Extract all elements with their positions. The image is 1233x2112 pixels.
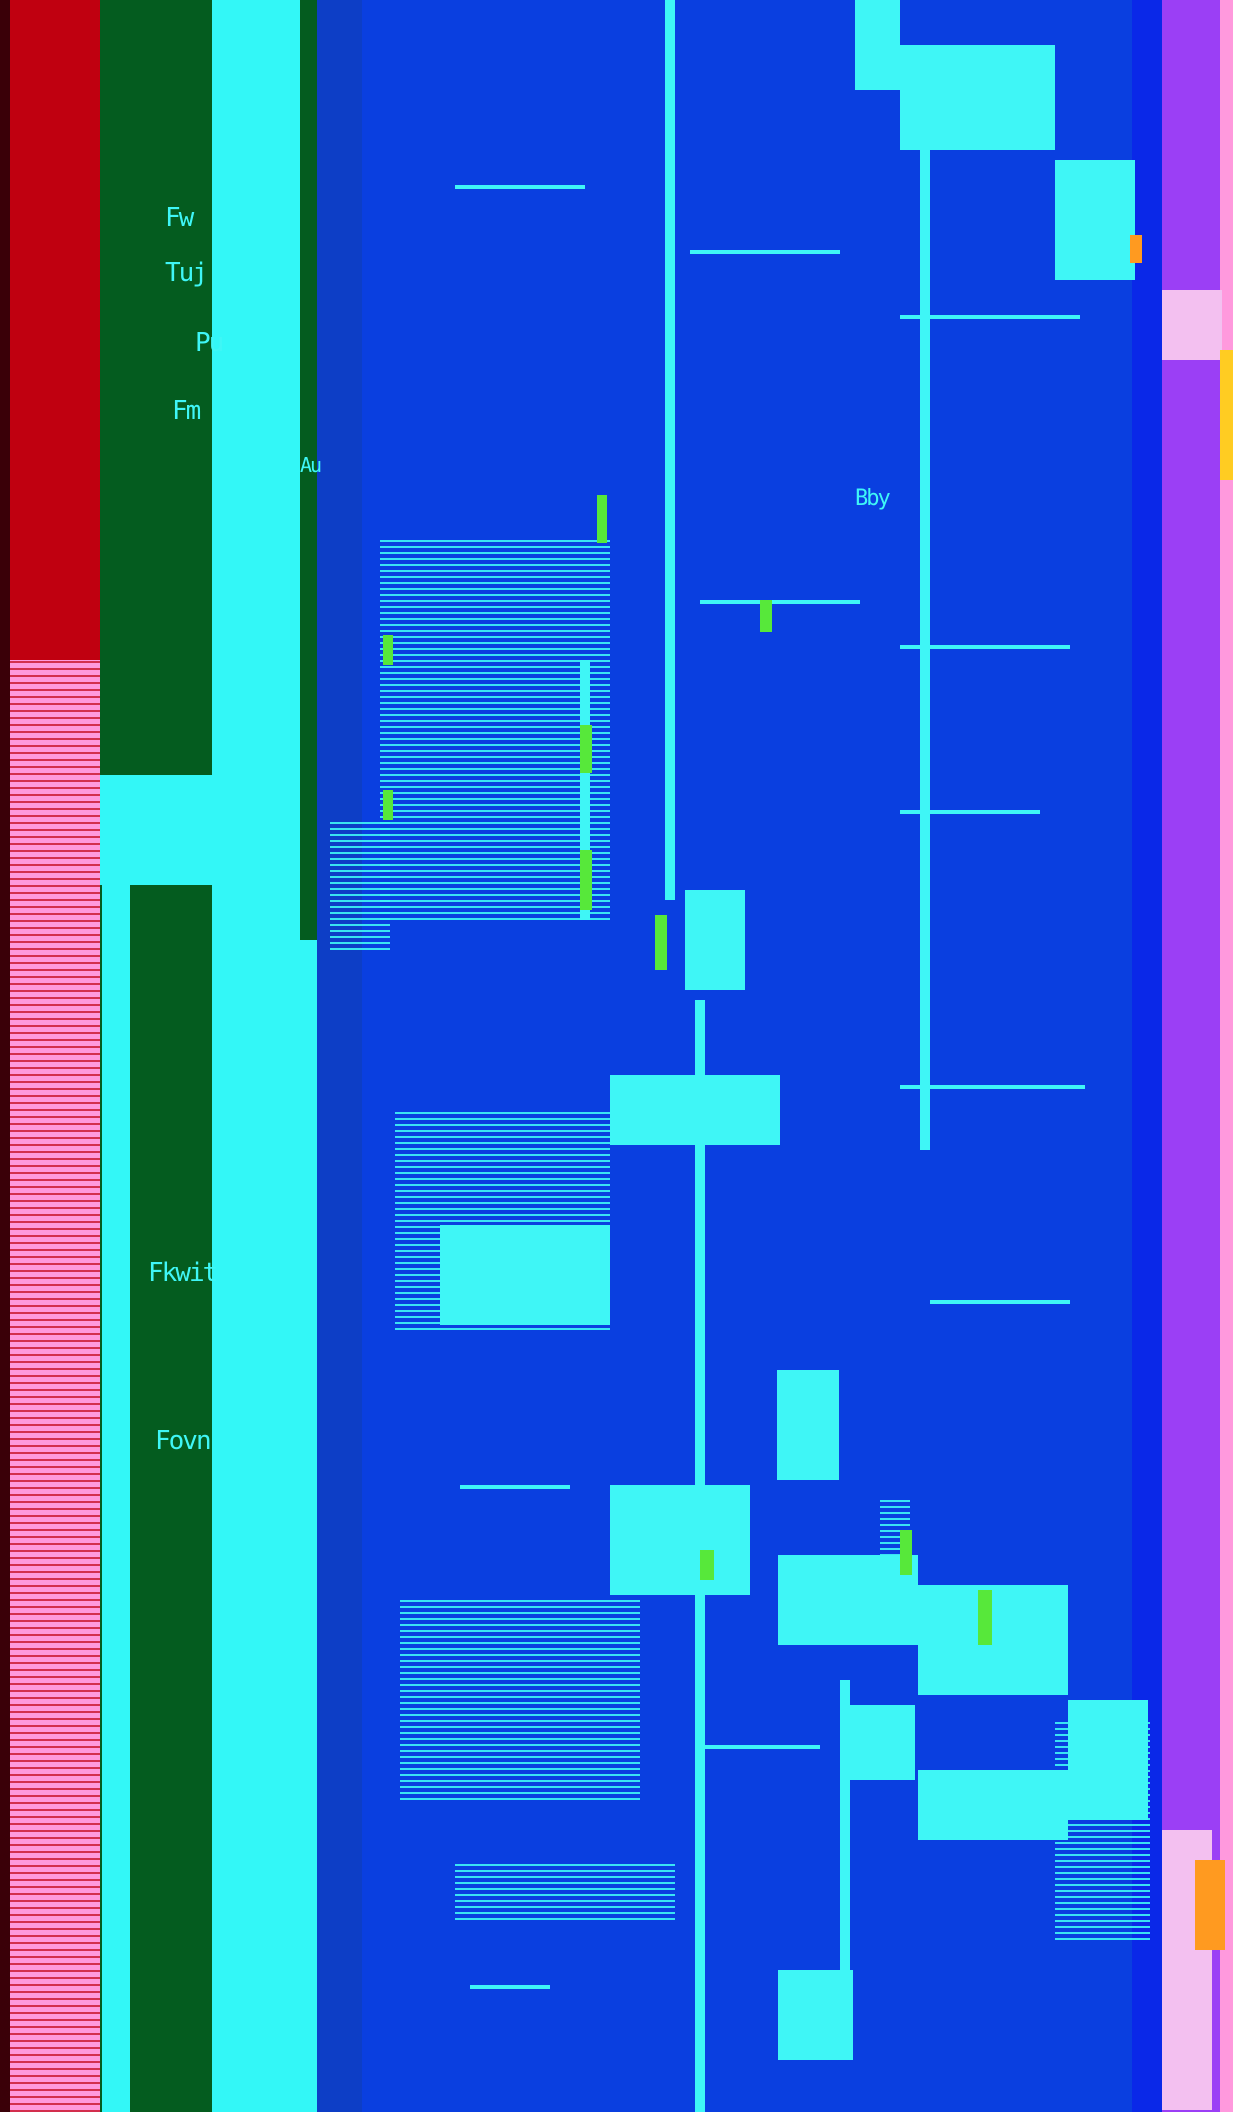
v-line: [840, 1680, 850, 1980]
noise-region: [380, 540, 610, 920]
green-mark: [597, 495, 607, 543]
glyph-fragment: Pu: [195, 328, 224, 358]
h-dash: [930, 1300, 1070, 1304]
glyph-fragment: Bby: [855, 486, 891, 511]
cyan-block: [918, 1585, 1068, 1695]
cyan-block: [845, 1705, 915, 1780]
v-line: [665, 0, 675, 900]
h-dash: [460, 1485, 570, 1489]
speckle: [1220, 350, 1233, 480]
glyph-fragment: Fovn: [155, 1426, 212, 1456]
speckle: [1130, 235, 1142, 263]
noise-region: [1055, 1720, 1150, 1940]
h-dash: [900, 810, 1040, 814]
cyan-block: [855, 0, 900, 90]
glyph-fragment: Au: [300, 453, 322, 477]
glyph-fragment: Fkwit: [148, 1258, 218, 1288]
green-mark: [655, 915, 667, 970]
cyan-region: [102, 885, 130, 2112]
cyan-block: [918, 1770, 1068, 1840]
h-dash: [690, 250, 840, 254]
speckle: [1162, 290, 1222, 360]
cyan-panel: [212, 0, 317, 2112]
green-mark: [383, 790, 393, 820]
h-dash: [900, 1085, 1085, 1089]
v-line: [920, 150, 930, 1150]
h-dash: [900, 645, 1070, 649]
pink-edge: [1220, 0, 1233, 2112]
h-dash: [700, 600, 860, 604]
noise-region: [395, 1110, 610, 1330]
green-mark: [383, 635, 393, 665]
h-dash: [900, 315, 1080, 319]
green-mark: [580, 850, 592, 910]
cyan-block: [610, 1485, 750, 1595]
cyan-block: [778, 1970, 853, 2060]
h-dash: [455, 185, 585, 189]
glyph-fragment: Fm: [172, 396, 201, 426]
dark-strip: [0, 0, 10, 2112]
noise-region: [455, 1860, 675, 1920]
cyan-block: [685, 890, 745, 990]
green-mark: [978, 1590, 992, 1645]
pink-noise: [10, 660, 102, 2112]
green-mark: [700, 1550, 714, 1580]
green-mark: [900, 1530, 912, 1575]
green-bar: [300, 0, 317, 940]
h-dash: [700, 1745, 820, 1749]
cyan-block: [1055, 160, 1135, 280]
blue-strip: [317, 0, 362, 2112]
cyan-block: [777, 1370, 839, 1480]
cyan-region: [100, 775, 225, 885]
green-mark: [580, 725, 592, 773]
green-mark: [760, 600, 772, 632]
cyan-block: [610, 1075, 780, 1145]
glyph-fragment: Fw: [165, 203, 194, 233]
noise-region: [330, 820, 390, 950]
speckle: [1195, 1860, 1225, 1950]
cyan-block: [900, 45, 1055, 150]
glyph-fragment: Tuj: [165, 258, 208, 288]
noise-region: [400, 1600, 640, 1800]
h-dash: [470, 1985, 550, 1989]
